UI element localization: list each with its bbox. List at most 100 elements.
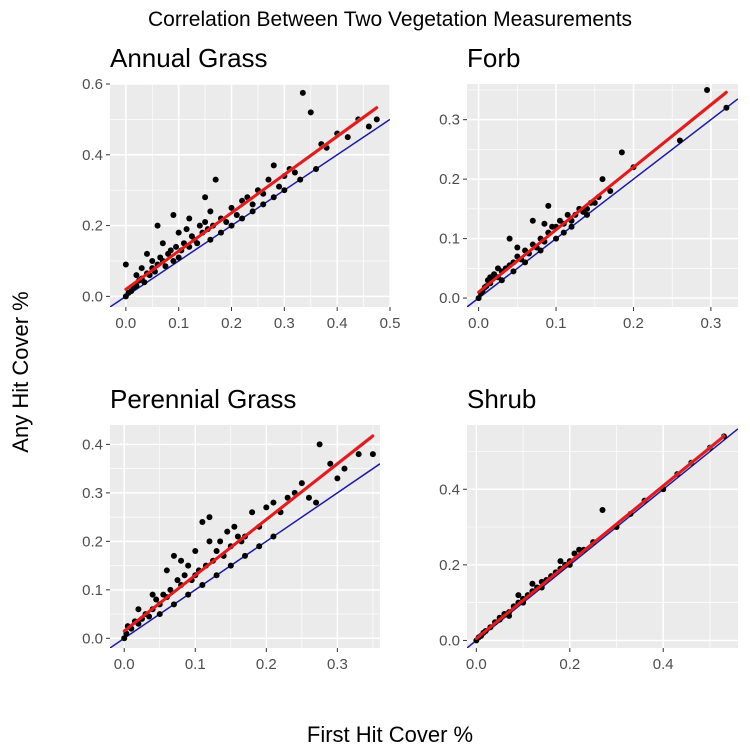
data-point: [599, 176, 606, 183]
x-tick-label: 0.3: [700, 315, 721, 332]
x-tick-label: 0.0: [115, 315, 136, 332]
data-point: [181, 572, 188, 579]
y-tick-label: 0.1: [82, 582, 103, 599]
panel-plot-area: [110, 433, 380, 648]
data-point: [170, 211, 177, 218]
x-tick-label: 0.0: [114, 656, 135, 673]
data-point: [355, 451, 362, 458]
y-tick-label: 0.4: [82, 147, 103, 164]
data-point: [344, 134, 351, 141]
data-point: [196, 222, 203, 229]
data-point: [284, 494, 291, 501]
x-tick-label: 0.2: [221, 315, 242, 332]
panel-title: Shrub: [467, 384, 536, 414]
data-point: [297, 176, 304, 183]
data-point: [227, 562, 234, 569]
data-point: [327, 460, 334, 467]
x-tick-label: 0.3: [274, 315, 295, 332]
data-point: [270, 194, 277, 201]
data-point: [170, 601, 177, 608]
data-point: [270, 499, 277, 506]
panel-title: Annual Grass: [110, 43, 268, 73]
data-point: [153, 596, 160, 603]
data-point: [228, 204, 235, 211]
panel-title: Perennial Grass: [110, 384, 296, 414]
x-tick-label: 0.0: [468, 315, 489, 332]
data-point: [167, 247, 174, 254]
data-point: [170, 257, 177, 264]
data-point: [557, 558, 564, 565]
x-tick-label: 0.1: [185, 656, 206, 673]
data-point: [334, 475, 341, 482]
panel-plot-area: [110, 89, 390, 307]
data-point: [299, 89, 306, 96]
data-point: [212, 176, 219, 183]
data-point: [260, 201, 267, 208]
data-point: [305, 494, 312, 501]
data-point: [146, 613, 153, 620]
x-tick-label: 0.4: [653, 656, 674, 673]
data-point: [149, 257, 156, 264]
data-point: [307, 109, 314, 116]
data-point: [704, 86, 711, 93]
data-point: [121, 635, 128, 642]
data-point: [174, 577, 181, 584]
data-point: [515, 592, 522, 599]
data-point: [242, 552, 248, 559]
data-point: [584, 211, 591, 218]
data-point: [141, 279, 148, 286]
y-tick-label: 0.0: [82, 630, 103, 647]
data-point: [122, 261, 129, 268]
data-point: [228, 222, 235, 229]
data-point: [149, 591, 156, 598]
data-point: [170, 552, 177, 559]
data-point: [186, 215, 193, 222]
fit-line: [477, 90, 728, 294]
y-tick-label: 0.6: [82, 76, 103, 93]
data-point: [194, 240, 201, 247]
figure-title: Correlation Between Two Vegetation Measu…: [148, 8, 632, 31]
identity-line: [110, 118, 390, 307]
data-point: [373, 116, 380, 123]
data-point: [537, 247, 544, 254]
data-point: [217, 229, 224, 236]
data-point: [568, 223, 575, 230]
data-point: [217, 538, 224, 545]
data-point: [202, 194, 209, 201]
panel-plot-area: [467, 86, 738, 307]
data-point: [213, 548, 220, 555]
panel-forb: Forb 0.0 0.1 0.2 0.3 0.0 0.1 0.2 0.3: [439, 43, 738, 332]
y-tick-label: 0.2: [439, 557, 460, 574]
data-point: [599, 507, 606, 514]
data-point: [560, 229, 567, 236]
y-tick-label: 0.2: [82, 218, 103, 235]
data-point: [185, 591, 192, 598]
data-point: [313, 499, 320, 506]
data-point: [281, 187, 288, 194]
data-point: [510, 268, 517, 275]
x-tick-label: 0.1: [168, 315, 189, 332]
data-point: [138, 265, 145, 272]
x-tick-label: 0.2: [559, 656, 580, 673]
data-point: [175, 229, 182, 236]
data-point: [341, 465, 348, 472]
data-point: [202, 219, 209, 226]
data-point: [206, 514, 213, 521]
data-point: [192, 548, 199, 555]
data-point: [514, 244, 521, 251]
fit-line: [124, 106, 379, 291]
data-point: [173, 243, 180, 250]
data-point: [231, 523, 238, 530]
x-axis-title: First Hit Cover %: [307, 722, 473, 747]
x-tick-label: 0.1: [546, 315, 567, 332]
data-point: [178, 557, 185, 564]
y-tick-label: 0.1: [439, 231, 460, 248]
data-point: [316, 441, 323, 448]
data-point: [553, 235, 560, 242]
panel-annual-grass: Annual Grass 0.0 0.1 0.2 0.3 0.4 0.5 0.0 0.2 0.4 0…: [82, 43, 400, 332]
data-point: [159, 240, 166, 247]
data-point: [175, 254, 182, 261]
data-point: [256, 543, 263, 550]
data-point: [185, 562, 192, 569]
data-point: [522, 259, 529, 266]
